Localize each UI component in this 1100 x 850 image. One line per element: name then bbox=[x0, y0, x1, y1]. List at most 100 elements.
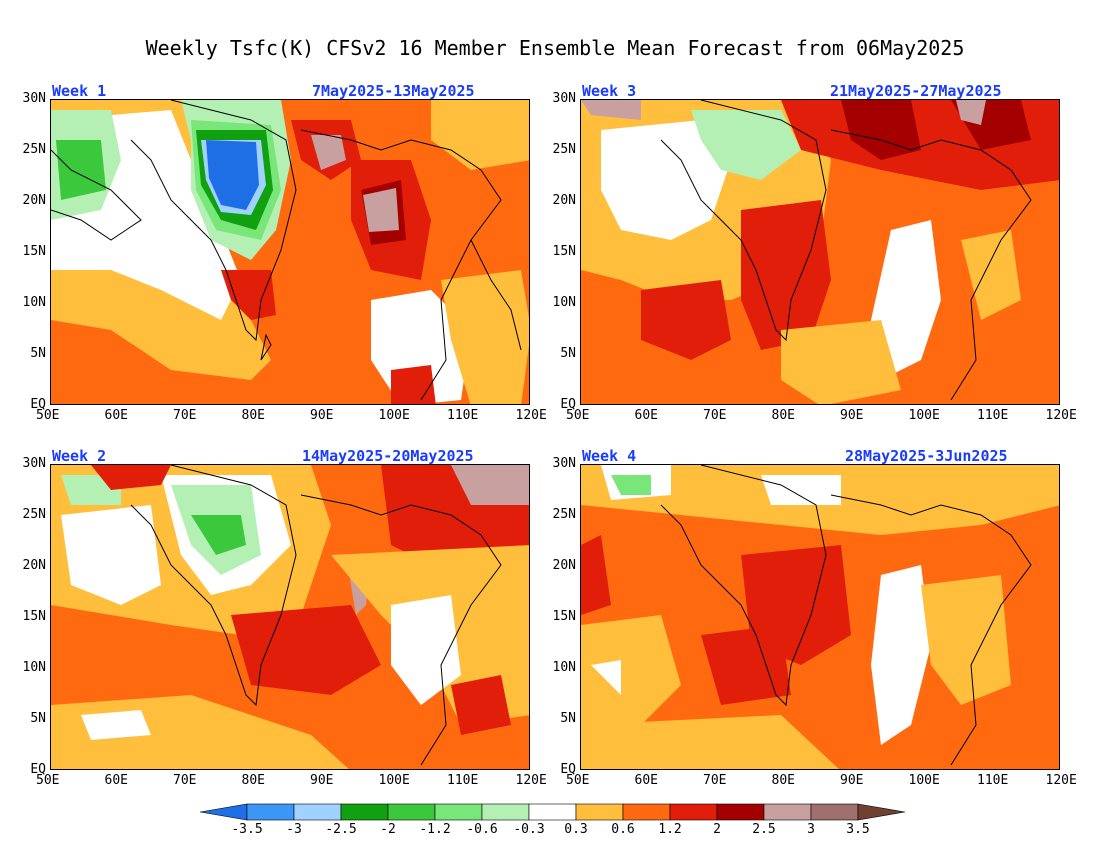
lon-tick-label: 120E bbox=[515, 408, 547, 423]
map-panel-week-4 bbox=[580, 464, 1060, 770]
colorbar-swatch bbox=[200, 803, 248, 821]
lon-tick-label: 60E bbox=[104, 408, 128, 423]
map-field bbox=[51, 465, 529, 769]
lat-tick-label: EQ bbox=[30, 762, 46, 777]
lon-tick-label: 80E bbox=[241, 773, 265, 788]
panel-week-label: Week 3 bbox=[582, 82, 637, 100]
colorbar-swatch bbox=[293, 803, 342, 821]
colorbar-swatch bbox=[810, 803, 859, 821]
colorbar-label: 3 bbox=[807, 822, 815, 837]
panel-date-range: 28May2025-3Jun2025 bbox=[845, 447, 1008, 465]
lon-tick-label: 90E bbox=[840, 408, 864, 423]
lat-tick-label: 5N bbox=[30, 711, 46, 726]
colorbar-label: -3 bbox=[286, 822, 302, 837]
colorbar-swatch bbox=[340, 803, 389, 821]
lat-tick-label: 25N bbox=[552, 507, 576, 522]
lon-tick-label: 100E bbox=[908, 408, 940, 423]
colorbar-label: -2 bbox=[380, 822, 396, 837]
colorbar-swatch bbox=[246, 803, 295, 821]
colorbar-swatch bbox=[528, 803, 577, 821]
lon-tick-label: 60E bbox=[634, 773, 658, 788]
colorbar-label: 0.6 bbox=[611, 822, 635, 837]
lat-tick-label: 10N bbox=[552, 660, 576, 675]
map-panel-week-1 bbox=[50, 99, 530, 405]
colorbar-swatch bbox=[763, 803, 812, 821]
lat-tick-label: 10N bbox=[552, 295, 576, 310]
lat-tick-label: 20N bbox=[552, 558, 576, 573]
colorbar-label: 2 bbox=[713, 822, 721, 837]
lon-tick-label: 90E bbox=[310, 773, 334, 788]
lon-tick-label: 110E bbox=[977, 408, 1009, 423]
colorbar bbox=[200, 803, 906, 821]
colorbar-label: -0.6 bbox=[466, 822, 498, 837]
lon-tick-label: 110E bbox=[447, 408, 479, 423]
lon-tick-label: 80E bbox=[241, 408, 265, 423]
lat-tick-label: 25N bbox=[22, 507, 46, 522]
lon-tick-label: 70E bbox=[703, 773, 727, 788]
lat-tick-label: 25N bbox=[22, 142, 46, 157]
lat-tick-label: 30N bbox=[22, 456, 46, 471]
lon-tick-label: 80E bbox=[771, 773, 795, 788]
colorbar-label: 0.3 bbox=[564, 822, 588, 837]
lat-tick-label: 30N bbox=[22, 91, 46, 106]
panel-week-label: Week 4 bbox=[582, 447, 637, 465]
colorbar-swatch bbox=[857, 803, 906, 821]
lat-tick-label: EQ bbox=[30, 397, 46, 412]
panel-week-label: Week 2 bbox=[52, 447, 107, 465]
lon-tick-label: 70E bbox=[173, 773, 197, 788]
map-title: Weekly Tsfc(K) CFSv2 16 Member Ensemble … bbox=[145, 36, 965, 60]
colorbar-label: 3.5 bbox=[846, 822, 870, 837]
lon-tick-label: 110E bbox=[447, 773, 479, 788]
lon-tick-label: 90E bbox=[310, 408, 334, 423]
lat-tick-label: 5N bbox=[30, 346, 46, 361]
colorbar-label: 1.2 bbox=[658, 822, 682, 837]
lat-tick-label: 5N bbox=[560, 711, 576, 726]
lon-tick-label: 90E bbox=[840, 773, 864, 788]
lat-tick-label: 15N bbox=[22, 609, 46, 624]
colorbar-label: 2.5 bbox=[752, 822, 776, 837]
lat-tick-label: 10N bbox=[22, 295, 46, 310]
lon-tick-label: 50E bbox=[36, 773, 60, 788]
map-field bbox=[581, 100, 1059, 404]
lon-tick-label: 120E bbox=[1045, 408, 1077, 423]
map-field bbox=[581, 465, 1059, 769]
lat-tick-label: 25N bbox=[552, 142, 576, 157]
map-field bbox=[51, 100, 529, 404]
lon-tick-label: 70E bbox=[703, 408, 727, 423]
lat-tick-label: 15N bbox=[552, 244, 576, 259]
panel-date-range: 14May2025-20May2025 bbox=[302, 447, 474, 465]
colorbar-label: -0.3 bbox=[513, 822, 545, 837]
lon-tick-label: 120E bbox=[515, 773, 547, 788]
colorbar-label: -3.5 bbox=[231, 822, 263, 837]
lon-tick-label: 50E bbox=[36, 408, 60, 423]
lat-tick-label: 30N bbox=[552, 456, 576, 471]
map-panel-week-2 bbox=[50, 464, 530, 770]
lon-tick-label: 70E bbox=[173, 408, 197, 423]
lon-tick-label: 110E bbox=[977, 773, 1009, 788]
colorbar-swatch bbox=[575, 803, 624, 821]
panel-date-range: 7May2025-13May2025 bbox=[312, 82, 475, 100]
lon-tick-label: 60E bbox=[104, 773, 128, 788]
lat-tick-label: 5N bbox=[560, 346, 576, 361]
lon-tick-label: 80E bbox=[771, 408, 795, 423]
lat-tick-label: 10N bbox=[22, 660, 46, 675]
colorbar-swatch bbox=[716, 803, 765, 821]
lon-tick-label: 100E bbox=[908, 773, 940, 788]
lat-tick-label: EQ bbox=[560, 397, 576, 412]
map-panel-week-3 bbox=[580, 99, 1060, 405]
lat-tick-label: 15N bbox=[22, 244, 46, 259]
colorbar-swatch bbox=[481, 803, 530, 821]
lat-tick-label: 20N bbox=[22, 193, 46, 208]
lat-tick-label: 20N bbox=[552, 193, 576, 208]
colorbar-swatch bbox=[669, 803, 718, 821]
panel-week-label: Week 1 bbox=[52, 82, 107, 100]
lat-tick-label: 30N bbox=[552, 91, 576, 106]
lat-tick-label: EQ bbox=[560, 762, 576, 777]
colorbar-swatch bbox=[622, 803, 671, 821]
lat-tick-label: 20N bbox=[22, 558, 46, 573]
colorbar-swatch bbox=[434, 803, 483, 821]
lon-tick-label: 50E bbox=[566, 408, 590, 423]
colorbar-label: -2.5 bbox=[325, 822, 357, 837]
colorbar-label: -1.2 bbox=[419, 822, 451, 837]
lon-tick-label: 100E bbox=[378, 773, 410, 788]
